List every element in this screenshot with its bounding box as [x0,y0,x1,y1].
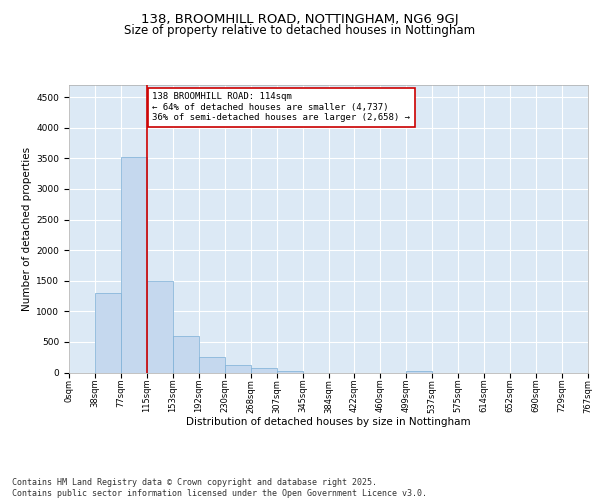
Bar [277,370,302,372]
Bar [147,280,173,372]
Text: Contains HM Land Registry data © Crown copyright and database right 2025.
Contai: Contains HM Land Registry data © Crown c… [12,478,427,498]
Bar [406,370,432,372]
Bar [95,293,121,372]
Bar [225,364,251,372]
Text: Size of property relative to detached houses in Nottingham: Size of property relative to detached ho… [124,24,476,37]
X-axis label: Distribution of detached houses by size in Nottingham: Distribution of detached houses by size … [186,417,471,427]
Text: 138 BROOMHILL ROAD: 114sqm
← 64% of detached houses are smaller (4,737)
36% of s: 138 BROOMHILL ROAD: 114sqm ← 64% of deta… [152,92,410,122]
Bar [173,336,199,372]
Bar [121,156,147,372]
Bar [199,356,224,372]
Bar [251,368,277,372]
Y-axis label: Number of detached properties: Number of detached properties [22,146,32,311]
Text: 138, BROOMHILL ROAD, NOTTINGHAM, NG6 9GJ: 138, BROOMHILL ROAD, NOTTINGHAM, NG6 9GJ [141,12,459,26]
